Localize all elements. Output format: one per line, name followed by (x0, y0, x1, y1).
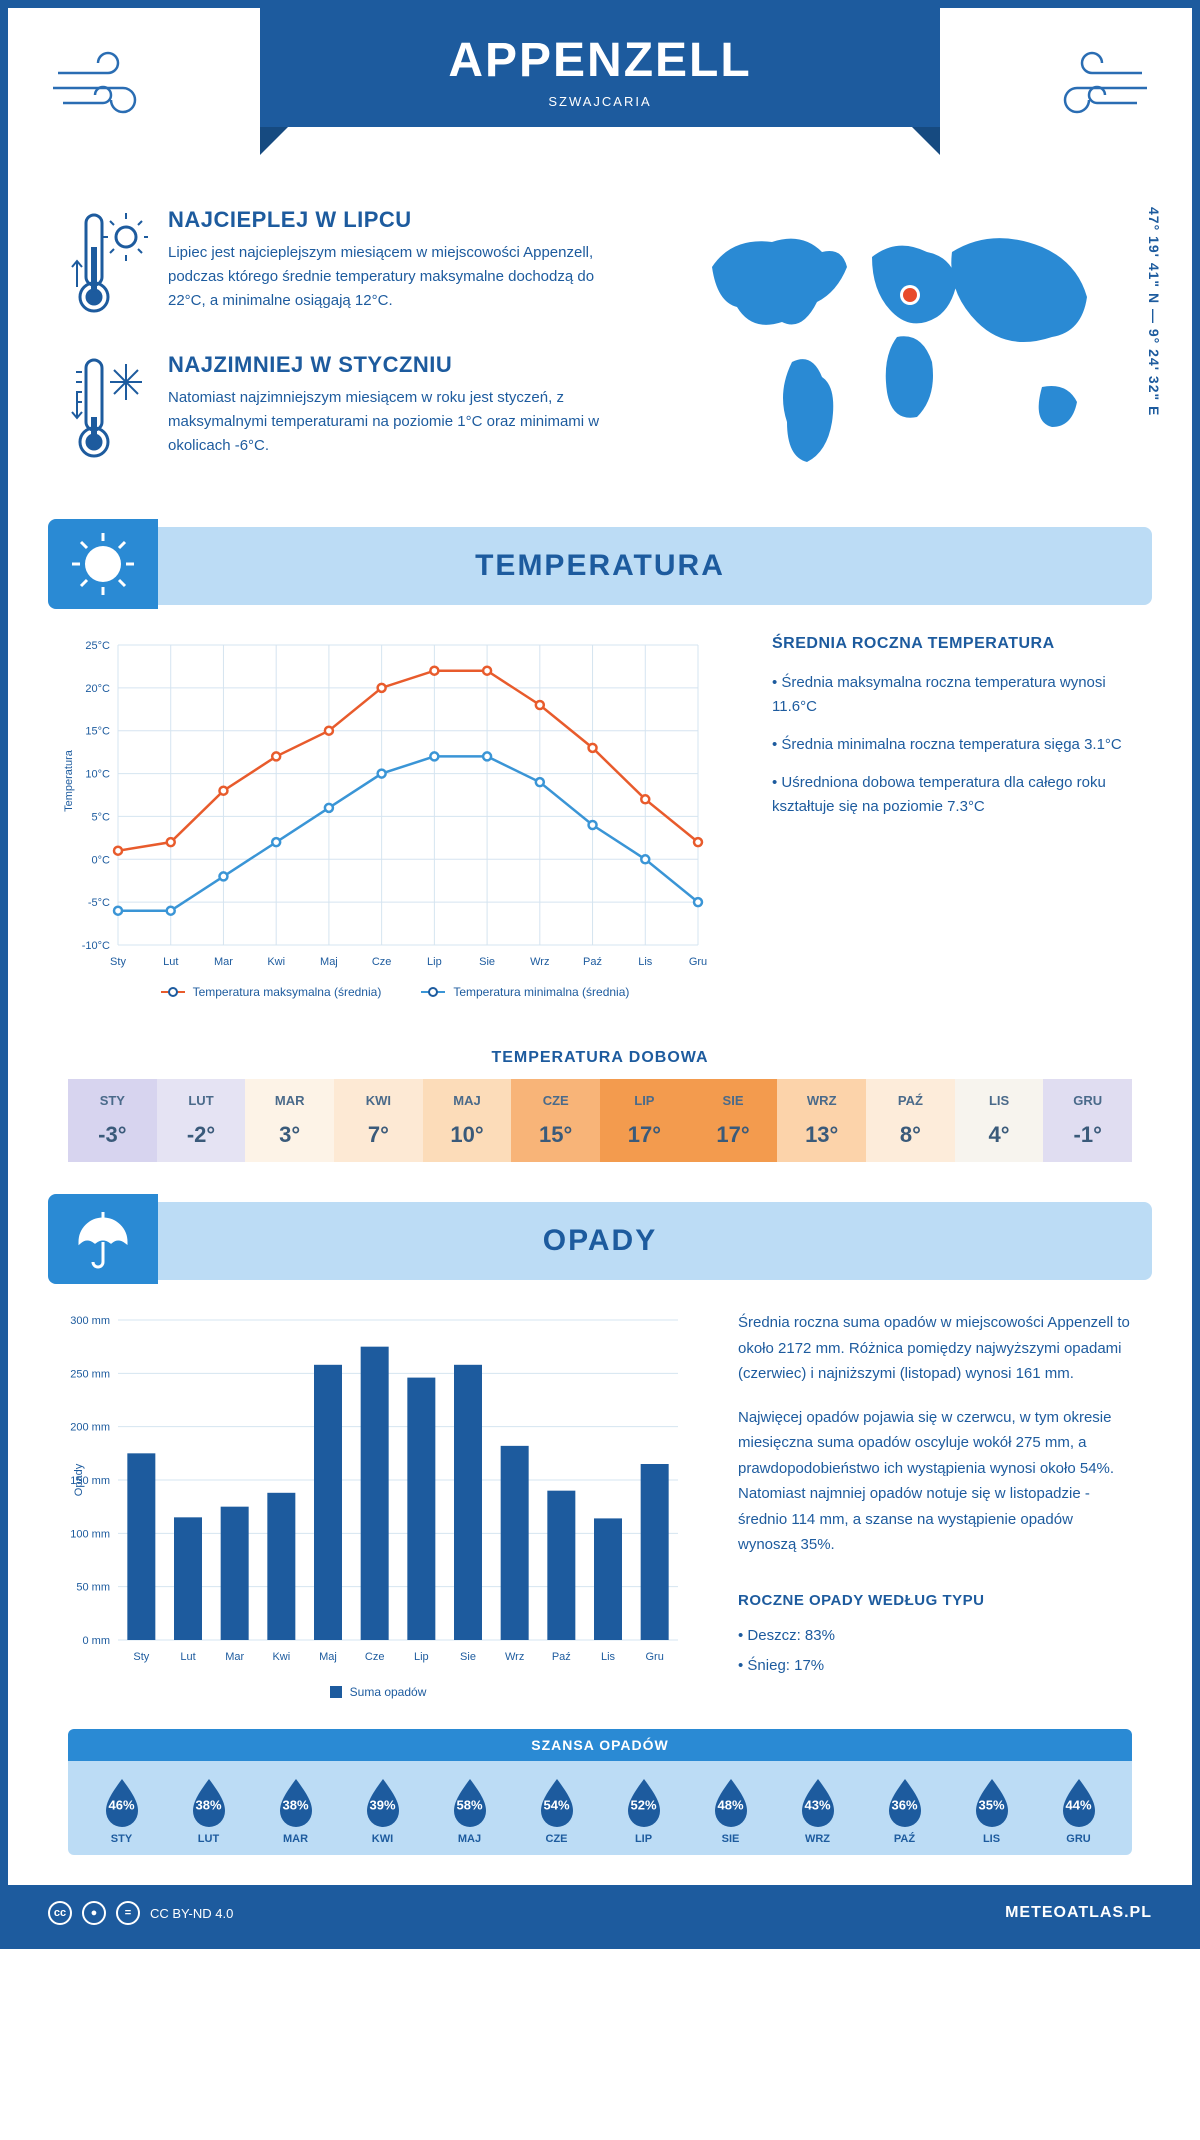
daily-cell: LUT-2° (157, 1079, 246, 1162)
chart-legend: Suma opadów (68, 1685, 688, 1699)
title-ribbon: APPENZELL SZWAJCARIA (260, 8, 940, 127)
svg-text:Lip: Lip (414, 1651, 429, 1663)
svg-text:Opady: Opady (73, 1463, 85, 1496)
thermometer-cold-icon (68, 352, 148, 467)
daily-cell: KWI7° (334, 1079, 423, 1162)
chance-cell: 35%LIS (948, 1775, 1035, 1845)
chance-cell: 46%STY (78, 1775, 165, 1845)
svg-text:Paź: Paź (552, 1651, 571, 1663)
temperature-line-chart: Temperatura -10°C-5°C0°C5°C10°C15°C20°C2… (68, 635, 722, 999)
warmest-title: NAJCIEPLEJ W LIPCU (168, 207, 632, 233)
svg-text:Wrz: Wrz (505, 1651, 524, 1663)
chance-cell: 39%KWI (339, 1775, 426, 1845)
daily-cell: MAJ10° (423, 1079, 512, 1162)
precipitation-chance-bar: SZANSA OPADÓW 46%STY38%LUT38%MAR39%KWI58… (68, 1729, 1132, 1855)
svg-text:Cze: Cze (372, 956, 392, 968)
chance-cell: 52%LIP (600, 1775, 687, 1845)
svg-text:300 mm: 300 mm (70, 1315, 110, 1327)
daily-cell: GRU-1° (1043, 1079, 1132, 1162)
svg-text:Sty: Sty (110, 956, 126, 968)
svg-text:100 mm: 100 mm (70, 1528, 110, 1540)
wind-icon (1032, 48, 1152, 133)
svg-text:10°C: 10°C (85, 769, 110, 781)
license-text: CC BY-ND 4.0 (150, 1906, 233, 1921)
svg-text:Paź: Paź (583, 956, 602, 968)
svg-text:200 mm: 200 mm (70, 1422, 110, 1434)
svg-text:25°C: 25°C (85, 640, 110, 652)
chance-cell: 58%MAJ (426, 1775, 513, 1845)
svg-text:0 mm: 0 mm (83, 1635, 111, 1647)
chance-cell: 48%SIE (687, 1775, 774, 1845)
daily-cell: LIS4° (955, 1079, 1044, 1162)
precipitation-section-header: OPADY (48, 1202, 1152, 1280)
chance-cell: 54%CZE (513, 1775, 600, 1845)
svg-text:Kwi: Kwi (267, 956, 285, 968)
daily-cell: PAŹ8° (866, 1079, 955, 1162)
svg-text:0°C: 0°C (92, 854, 111, 866)
svg-text:Maj: Maj (320, 956, 338, 968)
site-name: METEOATLAS.PL (1005, 1904, 1152, 1922)
temperature-section-header: TEMPERATURA (48, 527, 1152, 605)
daily-cell: STY-3° (68, 1079, 157, 1162)
svg-text:Lut: Lut (163, 956, 178, 968)
daily-cell: CZE15° (511, 1079, 600, 1162)
daily-cell: SIE17° (689, 1079, 778, 1162)
svg-text:Wrz: Wrz (530, 956, 549, 968)
svg-text:20°C: 20°C (85, 683, 110, 695)
svg-text:Lut: Lut (180, 1651, 195, 1663)
svg-text:Lis: Lis (601, 1651, 616, 1663)
world-map: 47° 19' 41" N — 9° 24' 32" E (672, 207, 1132, 497)
svg-text:Sie: Sie (460, 1651, 476, 1663)
chance-cell: 38%LUT (165, 1775, 252, 1845)
daily-temp-title: TEMPERATURA DOBOWA (8, 1049, 1192, 1067)
svg-text:Sie: Sie (479, 956, 495, 968)
thermometer-hot-icon (68, 207, 148, 322)
location-title: APPENZELL (260, 33, 940, 88)
chance-cell: 38%MAR (252, 1775, 339, 1845)
by-icon: ● (82, 1901, 106, 1925)
svg-text:Maj: Maj (319, 1651, 337, 1663)
daily-cell: MAR3° (245, 1079, 334, 1162)
chart-legend: Temperatura maksymalna (średnia) Tempera… (68, 985, 722, 999)
warmest-block: NAJCIEPLEJ W LIPCU Lipiec jest najcieple… (68, 207, 632, 322)
header: APPENZELL SZWAJCARIA (8, 8, 1192, 167)
svg-text:Gru: Gru (645, 1651, 663, 1663)
precipitation-summary: Średnia roczna suma opadów w miejscowośc… (738, 1310, 1132, 1699)
svg-text:Sty: Sty (133, 1651, 149, 1663)
location-country: SZWAJCARIA (260, 94, 940, 109)
daily-cell: LIP17° (600, 1079, 689, 1162)
svg-text:Cze: Cze (365, 1651, 385, 1663)
umbrella-icon (48, 1194, 158, 1284)
coldest-text: Natomiast najzimniejszym miesiącem w rok… (168, 386, 632, 458)
svg-text:250 mm: 250 mm (70, 1368, 110, 1380)
intro-section: NAJCIEPLEJ W LIPCU Lipiec jest najcieple… (8, 167, 1192, 527)
warmest-text: Lipiec jest najcieplejszym miesiącem w m… (168, 241, 632, 313)
footer: cc ● = CC BY-ND 4.0 METEOATLAS.PL (8, 1885, 1192, 1941)
svg-text:15°C: 15°C (85, 726, 110, 738)
coordinates: 47° 19' 41" N — 9° 24' 32" E (1146, 207, 1162, 416)
svg-text:-5°C: -5°C (88, 897, 110, 909)
daily-temperature-table: STY-3°LUT-2°MAR3°KWI7°MAJ10°CZE15°LIP17°… (68, 1079, 1132, 1162)
nd-icon: = (116, 1901, 140, 1925)
svg-text:Gru: Gru (689, 956, 707, 968)
svg-text:Lis: Lis (638, 956, 653, 968)
svg-text:Lip: Lip (427, 956, 442, 968)
svg-text:-10°C: -10°C (82, 940, 110, 952)
chance-cell: 44%GRU (1035, 1775, 1122, 1845)
temperature-summary: ŚREDNIA ROCZNA TEMPERATURA • Średnia mak… (772, 635, 1132, 999)
daily-cell: WRZ13° (777, 1079, 866, 1162)
wind-icon (48, 48, 168, 133)
svg-text:5°C: 5°C (92, 811, 111, 823)
cc-icon: cc (48, 1901, 72, 1925)
coldest-block: NAJZIMNIEJ W STYCZNIU Natomiast najzimni… (68, 352, 632, 467)
chance-cell: 36%PAŹ (861, 1775, 948, 1845)
chance-cell: 43%WRZ (774, 1775, 861, 1845)
precipitation-bar-chart: 0 mm50 mm100 mm150 mm200 mm250 mm300 mmS… (68, 1310, 688, 1699)
coldest-title: NAJZIMNIEJ W STYCZNIU (168, 352, 632, 378)
svg-text:Kwi: Kwi (272, 1651, 290, 1663)
svg-text:Mar: Mar (214, 956, 233, 968)
svg-text:50 mm: 50 mm (76, 1582, 110, 1594)
svg-text:Mar: Mar (225, 1651, 244, 1663)
sun-icon (48, 519, 158, 609)
